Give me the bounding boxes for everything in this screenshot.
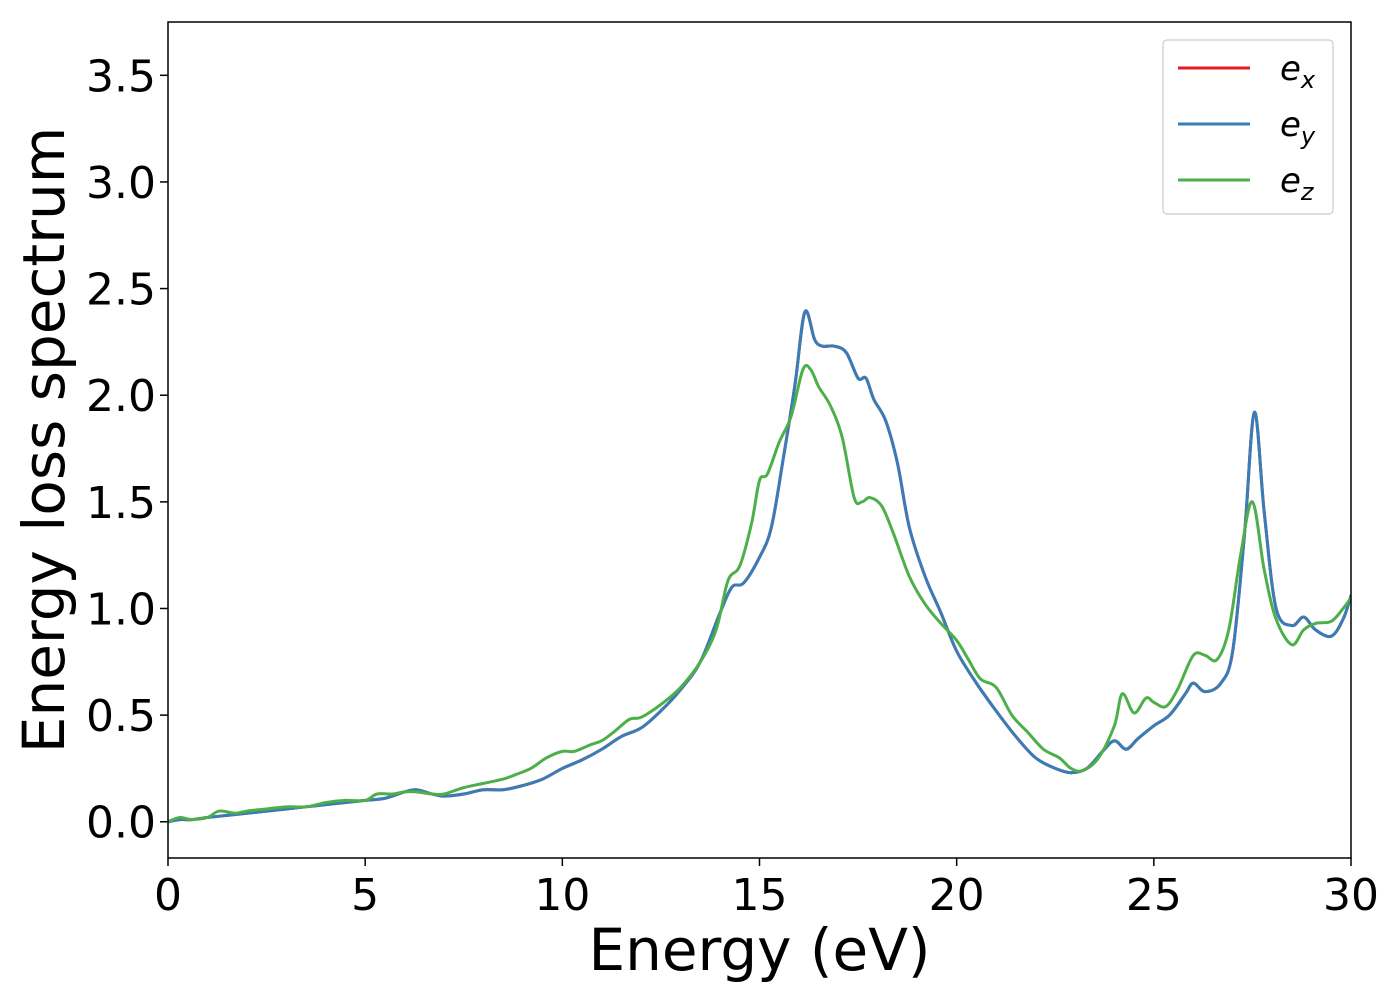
x-tick-label: 0 [154, 870, 182, 921]
y-axis-title: Energy loss spectrum [10, 127, 78, 753]
series-line-y [168, 309, 1351, 824]
x-axis-title: Energy (eV) [588, 916, 930, 984]
y-tick-label: 1.0 [86, 584, 156, 635]
y-tick-label: 0.0 [86, 798, 156, 849]
x-tick-label: 25 [1126, 870, 1182, 921]
ticks-layer: 0 5 10 15 20 25 30 0.0 0.5 1.0 1.5 2.0 2.5 3.0 3.5 [86, 51, 1379, 921]
x-tick-label: 5 [351, 870, 379, 921]
series-line-z [168, 363, 1351, 824]
legend-label-y: ey [1280, 105, 1316, 150]
y-tick-label: 1.5 [86, 478, 156, 529]
legend-label-x: ex [1280, 49, 1316, 94]
series-layer [168, 309, 1351, 824]
legend-box [1162, 39, 1334, 215]
series-line-x [168, 309, 1351, 824]
legend: ex ey ez [1162, 39, 1334, 215]
legend-label-z: ez [1280, 161, 1315, 206]
y-tick-label: 3.0 [86, 158, 156, 209]
y-tick-label: 0.5 [86, 691, 156, 742]
y-tick-label: 2.0 [86, 371, 156, 422]
y-tick-label: 3.5 [86, 51, 156, 102]
x-tick-label: 20 [929, 870, 985, 921]
x-tick-label: 15 [732, 870, 788, 921]
y-tick-label: 2.5 [86, 265, 156, 316]
x-tick-label: 10 [534, 870, 590, 921]
x-tick-label: 30 [1323, 870, 1379, 921]
